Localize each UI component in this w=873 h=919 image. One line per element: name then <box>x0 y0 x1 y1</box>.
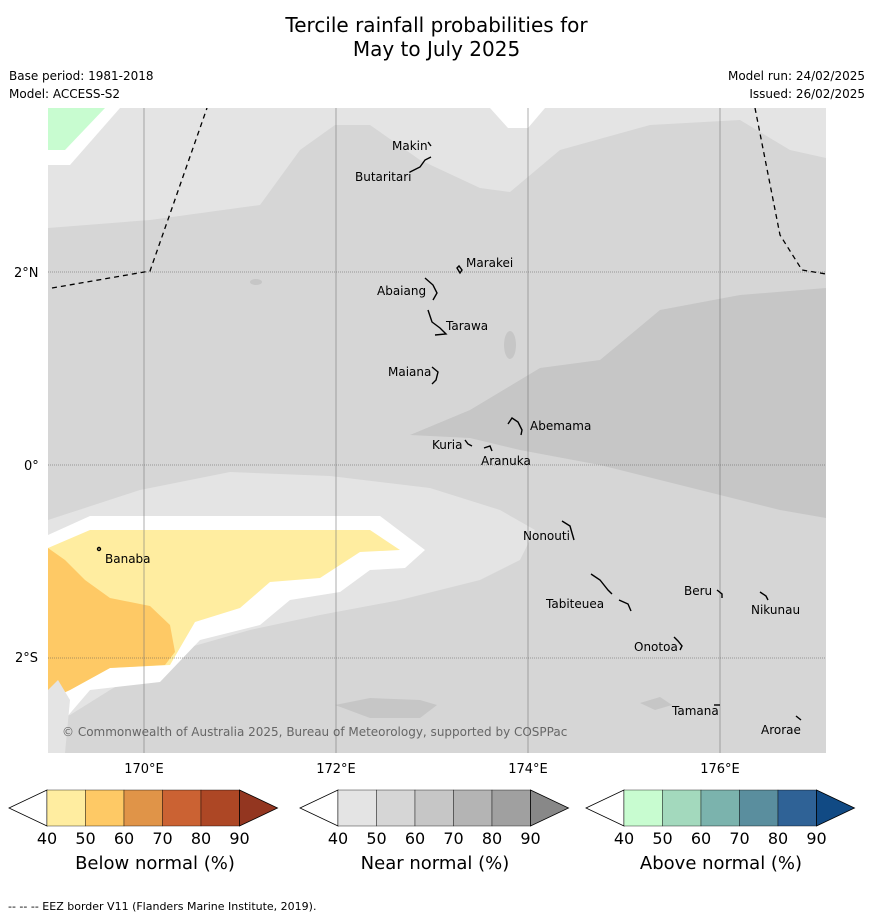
colorbar-2-tick: 60 <box>690 829 712 848</box>
colorbar-0-low-extension <box>8 789 48 827</box>
colorbar-2-segment-0 <box>623 789 663 827</box>
island-outlines <box>96 141 802 721</box>
label-maiana: Maiana <box>388 365 431 379</box>
lon-label-170e: 170°E <box>124 762 164 777</box>
label-banaba: Banaba <box>105 552 151 566</box>
lat-label-2s: 2°S <box>15 651 38 666</box>
colorbar-2-segment-2 <box>700 789 740 827</box>
eez-borders <box>51 108 826 289</box>
colorbar-0-high-extension <box>239 789 279 827</box>
colorbar-2-segment-1 <box>662 789 702 827</box>
colorbar-2-high-extension <box>816 789 856 827</box>
axis-labels: 2°N 0° 2°S 170°E 172°E 174°E 176°E <box>14 266 740 777</box>
colorbar-1-segment-1 <box>376 789 416 827</box>
colorbar-1-tick: 90 <box>520 829 541 848</box>
meridians <box>143 108 721 753</box>
colorbar-2-tick: 50 <box>652 829 673 848</box>
colorbar-1-high-extension <box>530 789 570 827</box>
label-onotoa: Onotoa <box>634 640 678 654</box>
copyright-notice: © Commonwealth of Australia 2025, Bureau… <box>62 725 567 739</box>
label-tamana: Tamana <box>671 704 719 718</box>
lon-label-174e: 174°E <box>508 762 548 777</box>
base-period: Base period: 1981-2018 <box>9 69 154 83</box>
label-beru: Beru <box>684 584 712 598</box>
label-butaritari: Butaritari <box>355 170 412 184</box>
label-aranuka: Aranuka <box>481 454 531 468</box>
colorbar-0-segment-1 <box>85 789 125 827</box>
label-kuria: Kuria <box>432 438 463 452</box>
map-title-line-2: May to July 2025 <box>352 37 521 61</box>
colorbar-2-tick: 70 <box>729 829 750 848</box>
colorbar-0-segment-3 <box>162 789 202 827</box>
colorbar-1-segment-3 <box>453 789 493 827</box>
colorbar-0-segment-0 <box>46 789 86 827</box>
colorbar-2-tick: 80 <box>767 829 789 848</box>
label-makin: Makin <box>392 139 428 153</box>
colorbars <box>8 789 856 827</box>
colorbar-1-tick: 60 <box>404 829 426 848</box>
colorbar-1-segment-0 <box>337 789 377 827</box>
colorbar-2-tick: 40 <box>613 829 635 848</box>
model-name: Model: ACCESS-S2 <box>9 87 121 101</box>
colorbar-0-tick: 50 <box>75 829 96 848</box>
below-normal-label: Below normal (%) <box>75 853 235 874</box>
lat-label-2n: 2°N <box>14 266 39 281</box>
lon-label-176e: 176°E <box>700 762 740 777</box>
label-marakei: Marakei <box>466 256 513 270</box>
colorbar-0-tick: 90 <box>229 829 250 848</box>
colorbar-1-segment-2 <box>414 789 454 827</box>
colorbar-0-segment-2 <box>123 789 163 827</box>
label-arorae: Arorae <box>761 723 801 737</box>
label-tabiteuea: Tabiteuea <box>545 597 604 611</box>
above-normal-label: Above normal (%) <box>639 853 803 874</box>
colorbar-0-tick: 40 <box>36 829 58 848</box>
colorbar-1-tick: 70 <box>443 829 464 848</box>
probability-fields <box>48 108 826 753</box>
colorbar-1-tick: 40 <box>327 829 349 848</box>
colorbar-2-low-extension <box>585 789 625 827</box>
colorbar-1-low-extension <box>299 789 339 827</box>
graticule <box>48 271 826 659</box>
colorbar-1-tick: 50 <box>366 829 387 848</box>
near-normal-label: Near normal (%) <box>360 853 510 874</box>
colorbar-0-segment-4 <box>200 789 240 827</box>
label-nonouti: Nonouti <box>523 529 570 543</box>
colorbar-2-segment-3 <box>739 789 779 827</box>
footer-note: -- -- -- EEZ border V11 (Flanders Marine… <box>8 900 317 913</box>
colorbar-0-tick: 60 <box>113 829 135 848</box>
label-abemama: Abemama <box>530 419 591 433</box>
model-run-date: Model run: 24/02/2025 <box>727 69 865 83</box>
colorbar-1-tick: 80 <box>481 829 503 848</box>
colorbar-2-segment-4 <box>777 789 817 827</box>
place-labels: Makin Butaritari Marakei Abaiang Tarawa … <box>105 139 801 737</box>
label-tarawa: Tarawa <box>445 319 488 333</box>
lat-label-0: 0° <box>24 459 39 474</box>
colorbar-2-tick: 90 <box>806 829 827 848</box>
colorbar-0-tick: 80 <box>190 829 212 848</box>
label-nikunau: Nikunau <box>751 603 800 617</box>
colorbar-1-segment-4 <box>491 789 531 827</box>
issued-date: Issued: 26/02/2025 <box>749 87 865 101</box>
label-abaiang: Abaiang <box>377 284 426 298</box>
colorbar-0-tick: 70 <box>152 829 173 848</box>
map-title-line-1: Tercile rainfall probabilities for <box>285 13 588 37</box>
lon-label-172e: 172°E <box>316 762 356 777</box>
